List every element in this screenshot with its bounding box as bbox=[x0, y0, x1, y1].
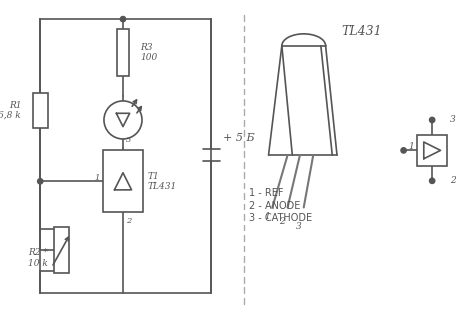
Text: T1
TL431: T1 TL431 bbox=[148, 172, 177, 191]
Bar bbox=[33, 93, 48, 128]
Bar bbox=[117, 29, 129, 76]
Text: 3: 3 bbox=[450, 115, 456, 125]
Text: 2 - ANODE: 2 - ANODE bbox=[248, 201, 300, 210]
Text: 1: 1 bbox=[264, 212, 271, 221]
Polygon shape bbox=[116, 113, 130, 127]
Bar bbox=[103, 150, 143, 212]
Text: R3
100: R3 100 bbox=[140, 43, 157, 62]
Circle shape bbox=[429, 117, 435, 123]
Polygon shape bbox=[114, 173, 132, 190]
Text: + 5 Б: + 5 Б bbox=[223, 133, 255, 143]
Bar bbox=[417, 135, 447, 166]
Text: 2: 2 bbox=[279, 217, 285, 226]
Text: R1
6,8 k: R1 6,8 k bbox=[0, 101, 21, 120]
Text: 1: 1 bbox=[408, 142, 414, 151]
Bar bbox=[54, 228, 69, 273]
Text: 2: 2 bbox=[450, 176, 456, 185]
Circle shape bbox=[120, 16, 126, 22]
Text: 3: 3 bbox=[126, 136, 131, 144]
Circle shape bbox=[37, 179, 43, 184]
Circle shape bbox=[104, 101, 142, 139]
Text: TL431: TL431 bbox=[342, 25, 383, 38]
Polygon shape bbox=[424, 142, 440, 159]
Text: 1: 1 bbox=[95, 173, 100, 181]
Circle shape bbox=[401, 148, 406, 153]
Text: 2: 2 bbox=[126, 217, 131, 225]
Circle shape bbox=[429, 178, 435, 184]
Text: 3: 3 bbox=[296, 222, 302, 231]
Text: 3 - CATHODE: 3 - CATHODE bbox=[248, 213, 312, 223]
Text: R2 *
10 k: R2 * 10 k bbox=[28, 248, 48, 268]
Text: 1 - REF: 1 - REF bbox=[248, 188, 283, 198]
